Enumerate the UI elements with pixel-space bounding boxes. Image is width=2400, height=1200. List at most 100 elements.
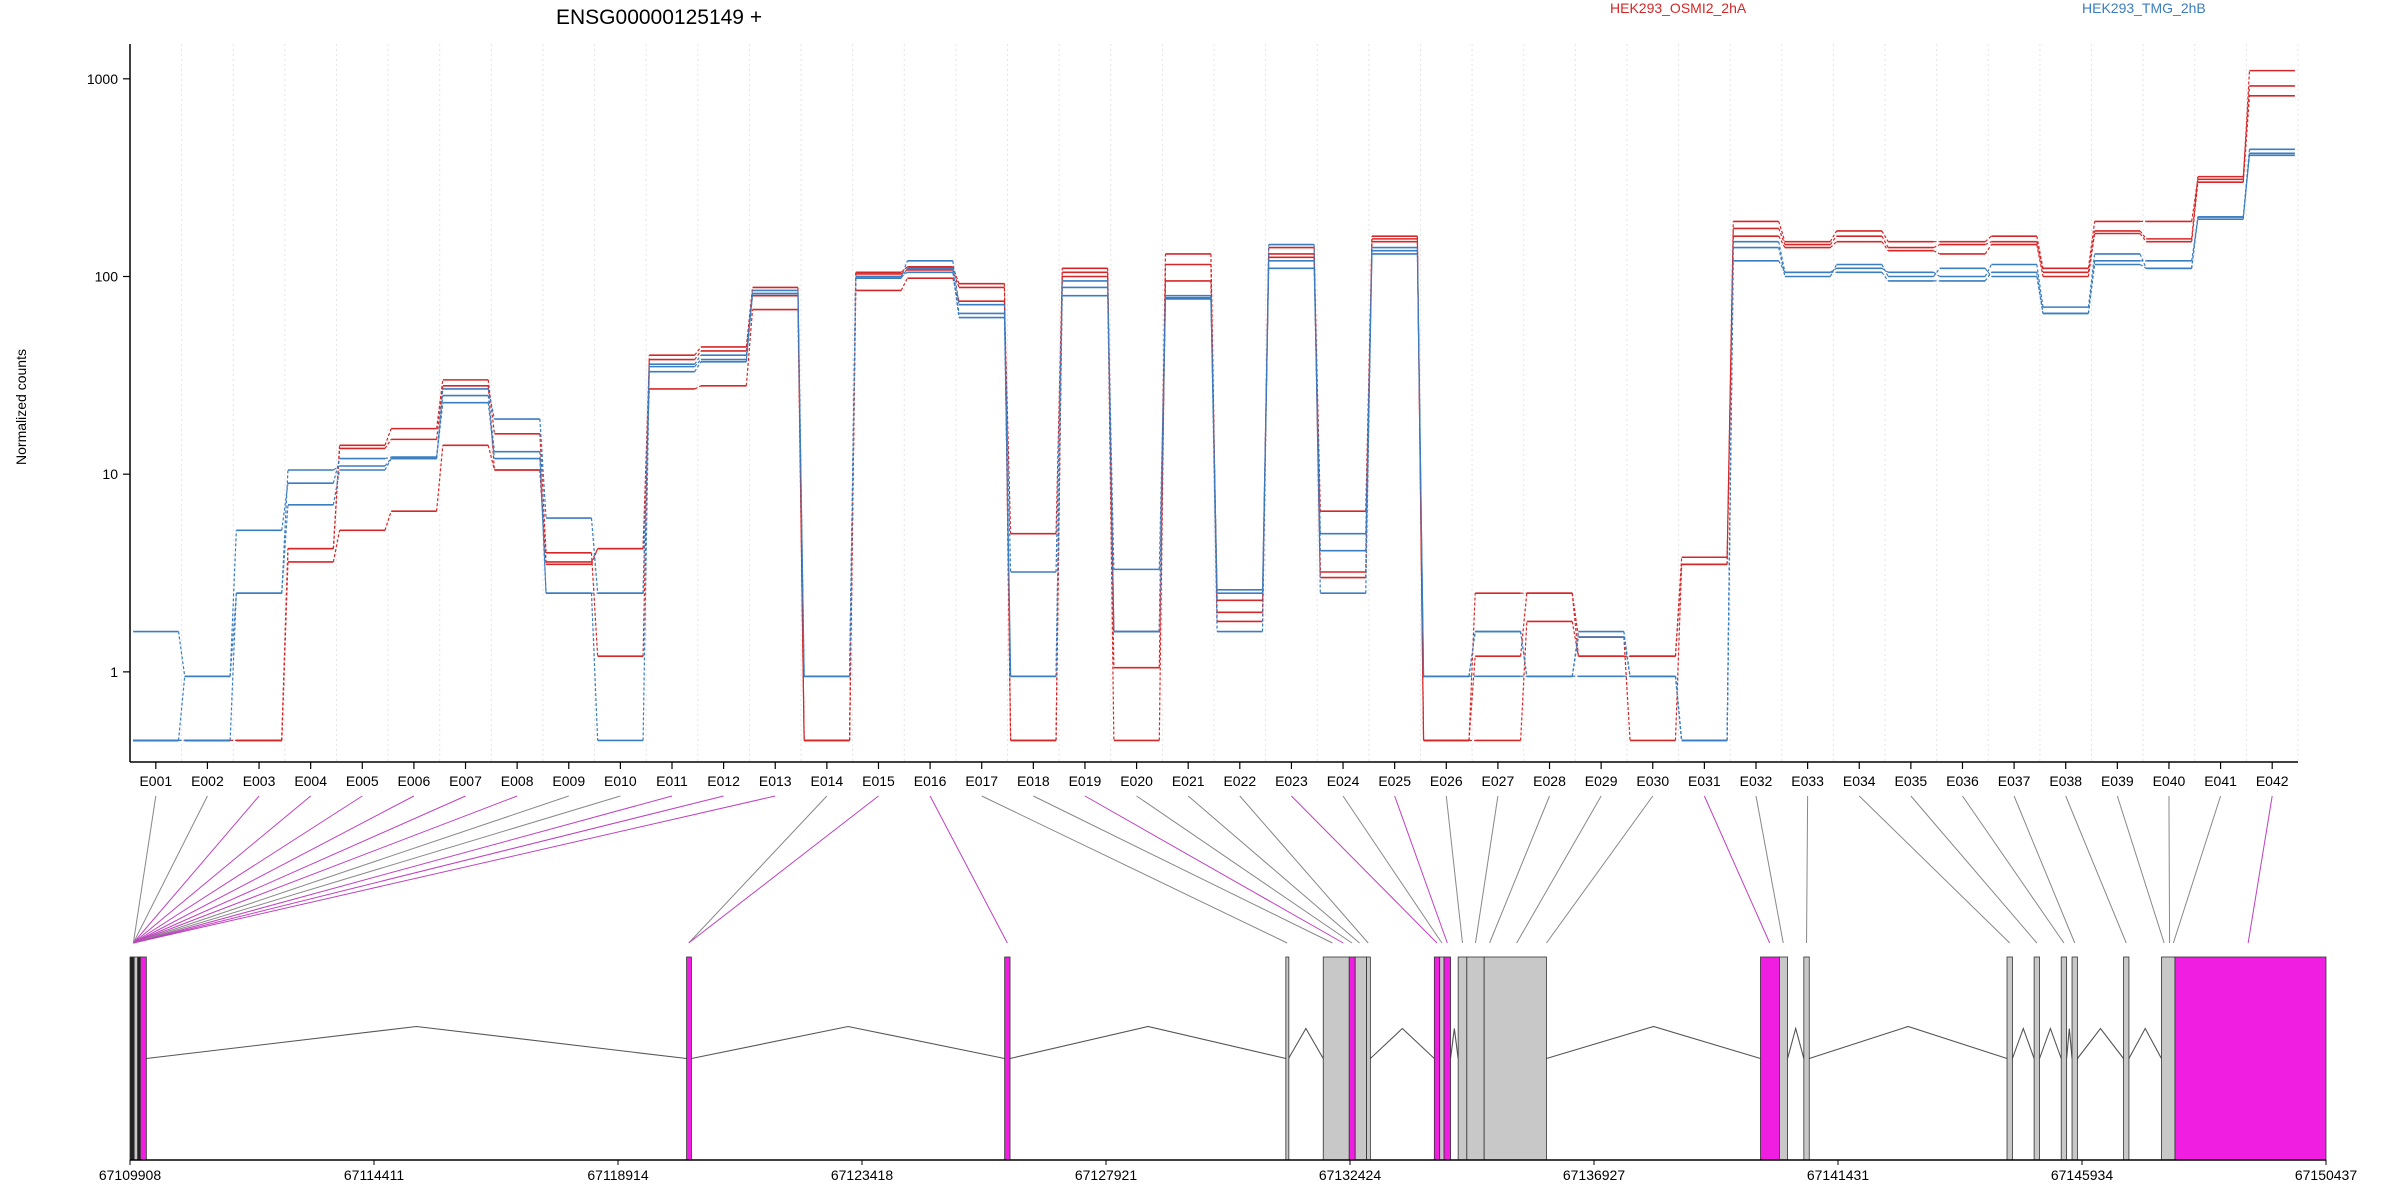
series-connector (1778, 221, 1786, 242)
series-connector (1468, 631, 1476, 677)
exon-connector (1187, 795, 1360, 944)
series-connector (1674, 676, 1683, 741)
series-connector (1881, 264, 1889, 277)
x-tick-label: E021 (1172, 773, 1205, 789)
x-tick-label: E004 (294, 773, 327, 789)
series-connector (694, 359, 702, 368)
intron-line (1787, 1026, 1805, 1059)
x-tick-label: E041 (2204, 773, 2237, 789)
exon-connector (1858, 795, 2011, 944)
series-connector (745, 293, 754, 360)
x-tick-label: E031 (1688, 773, 1721, 789)
series-connector (436, 402, 444, 459)
series-connector (694, 354, 702, 365)
exon-block (1457, 956, 1468, 1161)
x-tick-label: E010 (604, 773, 637, 789)
series-connector (1984, 244, 1992, 255)
series-connector (590, 517, 599, 594)
genomic-axis: 67109908 67114411 67118914 67123418 67127921… (99, 1159, 2358, 1183)
exon-connector (1394, 795, 1448, 944)
series-connector (1984, 235, 1992, 243)
exon-block (2123, 956, 2130, 1161)
exon-block (2174, 956, 2327, 1161)
x-tick-label: E033 (1791, 773, 1824, 789)
series-connector (384, 458, 392, 467)
series-connector (2139, 233, 2147, 243)
exon-block (1483, 956, 1547, 1161)
series-connector (229, 593, 237, 677)
series-connector (745, 309, 754, 386)
series-connector (1881, 271, 1889, 282)
series-connector (1313, 244, 1321, 594)
exon-connector (133, 795, 311, 944)
exon-connector (1136, 795, 1353, 944)
series-connector (2191, 176, 2199, 239)
genomic-tick-label: 67127921 (1075, 1167, 1138, 1183)
exon-connector (133, 795, 621, 944)
series-connector (281, 548, 289, 741)
exon-connector (1084, 795, 1344, 944)
series-connector (1416, 250, 1425, 677)
x-tick-label: E002 (191, 773, 224, 789)
series-connector (1416, 241, 1425, 741)
x-tick-label: E032 (1740, 773, 1773, 789)
series-connector (900, 277, 908, 291)
series-connector (539, 458, 547, 594)
intron-line (2128, 1027, 2162, 1059)
x-tick-label: E017 (965, 773, 998, 789)
series-connector (2242, 95, 2251, 183)
exon-block (1366, 956, 1371, 1161)
series-connector (2087, 264, 2096, 314)
series-connector (384, 458, 392, 471)
exon-connector (2065, 795, 2127, 944)
exon-connector (1342, 795, 1443, 944)
exon-block (133, 956, 139, 1161)
exon-connector (132, 795, 208, 944)
series-connector (2139, 263, 2147, 269)
x-tick-label: E018 (1017, 773, 1050, 789)
exon-block (1443, 956, 1451, 1161)
series-connector (1984, 267, 1992, 277)
series-lines (133, 69, 2295, 742)
intron-line (691, 1025, 1005, 1060)
series-connector (900, 260, 908, 277)
series-connector (229, 593, 237, 741)
x-tick-label: E001 (139, 773, 172, 789)
series-connector (2036, 244, 2044, 277)
exon-connector (929, 795, 1008, 944)
series-connector (487, 395, 496, 452)
series-connector (1726, 228, 1734, 565)
series-connector (1107, 287, 1115, 570)
series-connector (384, 439, 392, 449)
exon-connector (1445, 795, 1463, 944)
x-tick-label: E040 (2153, 773, 2186, 789)
gene-model (129, 956, 2327, 1161)
series-connector (952, 268, 960, 314)
x-tick-label: E003 (243, 773, 276, 789)
exon-block (1439, 956, 1445, 1161)
exon-connector (981, 795, 1288, 944)
series-connector (2139, 230, 2147, 240)
intron-line (1288, 1027, 1324, 1059)
exon-block (1322, 956, 1350, 1161)
series-connector (487, 402, 496, 459)
x-tick-label: E042 (2256, 773, 2289, 789)
series-connector (745, 293, 754, 362)
series-connector (1933, 250, 1941, 255)
x-axis-ticks: E001 E002 E003 E004 E005 E006 E007 E008 E009 E010… (139, 762, 2289, 789)
intron-line (1450, 1028, 1459, 1059)
series-connector (384, 510, 392, 531)
series-connector (1933, 271, 1941, 277)
series-connector (229, 530, 237, 677)
series-connector (2191, 216, 2199, 269)
series-connector (1674, 557, 1683, 657)
exon-connector (1033, 795, 1333, 944)
exon-connector (2247, 795, 2273, 944)
series-connector (2036, 236, 2044, 269)
genomic-tick-label: 67150437 (2295, 1167, 2358, 1183)
x-tick-label: E023 (1275, 773, 1308, 789)
series-connector (642, 371, 650, 594)
genomic-tick-label: 67114411 (344, 1167, 404, 1183)
exon-connector (1910, 795, 2038, 944)
series-connector (1984, 241, 1992, 246)
